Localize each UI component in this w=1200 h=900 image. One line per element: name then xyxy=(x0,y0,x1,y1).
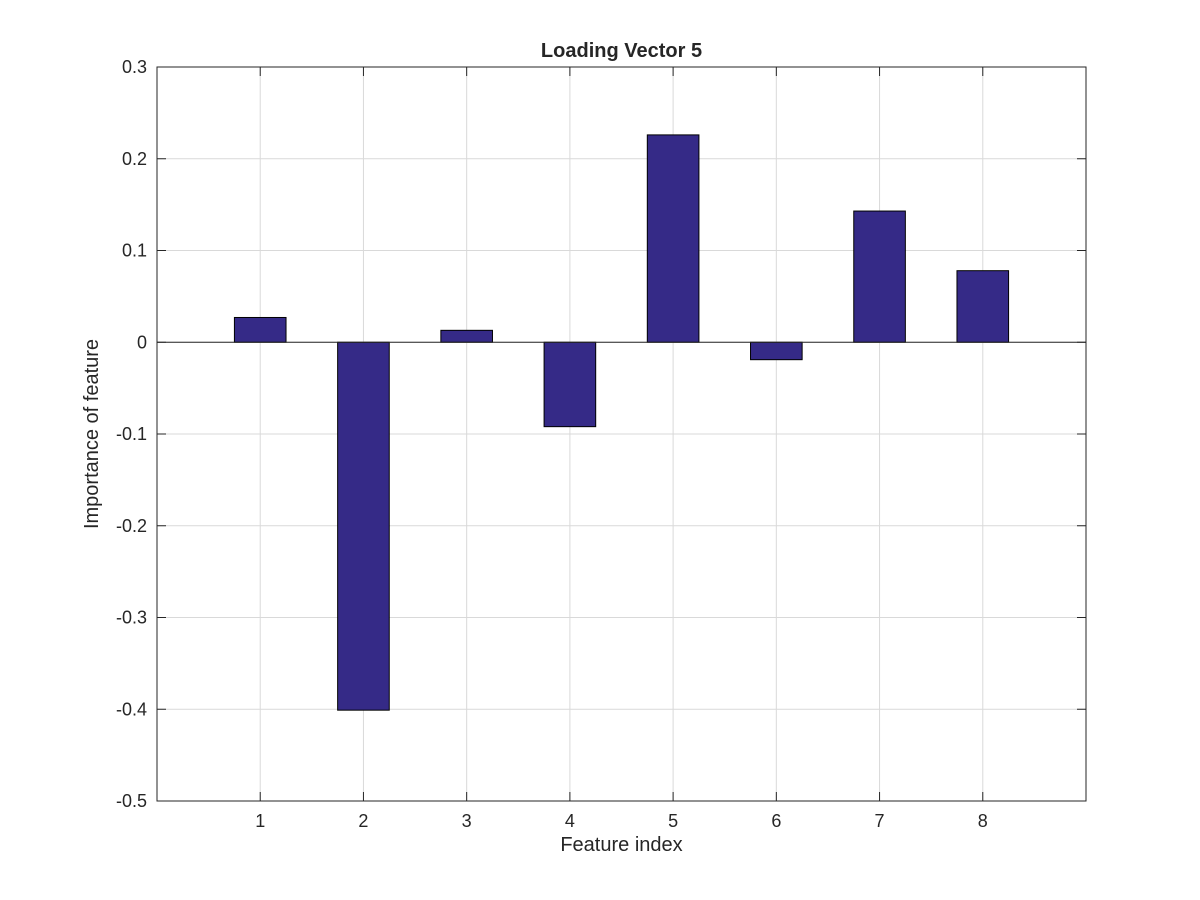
y-tick-labels: -0.5 -0.4 -0.3 -0.2 -0.1 0 0.1 0.2 0.3 xyxy=(116,57,147,811)
y-tick-label: 0.3 xyxy=(122,57,147,77)
x-tick-label: 8 xyxy=(978,811,988,831)
bar-feature-4 xyxy=(543,341,597,428)
x-axis-label: Feature index xyxy=(560,834,682,856)
bar-feature-8 xyxy=(956,270,1010,343)
bar-feature-3 xyxy=(440,329,493,343)
bar-feature-7 xyxy=(853,210,906,343)
axis-ticks xyxy=(157,66,1086,802)
bar-series xyxy=(233,134,1010,711)
y-tick-label: -0.5 xyxy=(116,791,147,811)
y-tick-label: 0.2 xyxy=(122,149,147,169)
y-axis-label: Importance of feature xyxy=(81,339,103,529)
x-tick-labels: 1 2 3 4 5 6 7 8 xyxy=(255,811,988,831)
y-tick-label: 0.1 xyxy=(122,241,147,261)
y-tick-label: -0.2 xyxy=(116,516,147,536)
y-tick-label: -0.4 xyxy=(116,699,147,719)
x-tick-label: 4 xyxy=(565,811,575,831)
bar-feature-2 xyxy=(337,341,390,711)
bar-feature-5 xyxy=(646,134,700,343)
x-tick-label: 5 xyxy=(668,811,678,831)
y-tick-label: -0.1 xyxy=(116,424,147,444)
x-tick-label: 2 xyxy=(358,811,368,831)
y-tick-label: 0 xyxy=(137,332,147,352)
bar-feature-1 xyxy=(233,316,287,343)
chart-title: Loading Vector 5 xyxy=(541,40,702,62)
x-tick-label: 6 xyxy=(771,811,781,831)
x-tick-label: 1 xyxy=(255,811,265,831)
x-tick-label: 3 xyxy=(462,811,472,831)
y-tick-label: -0.3 xyxy=(116,608,147,628)
bar-feature-6 xyxy=(750,341,803,361)
x-tick-label: 7 xyxy=(875,811,885,831)
